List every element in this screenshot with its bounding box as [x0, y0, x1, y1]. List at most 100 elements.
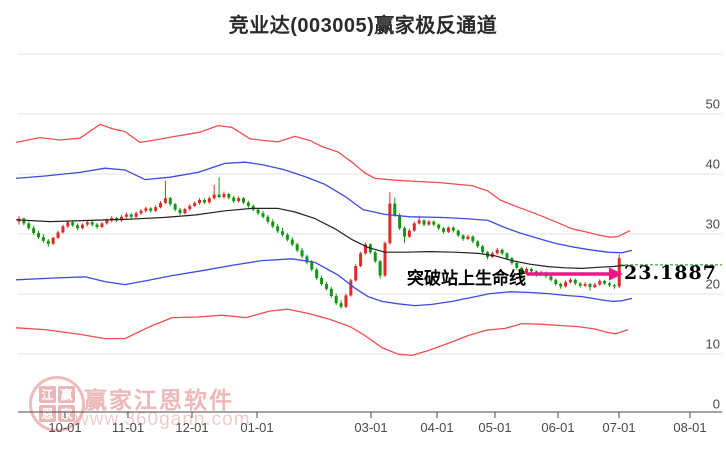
candle: [398, 215, 402, 229]
candle: [85, 222, 89, 225]
candle: [232, 197, 236, 202]
candle: [598, 281, 602, 285]
seal-char: 江: [39, 386, 56, 403]
x-axis-label: 06-01: [541, 420, 574, 435]
candle: [56, 232, 60, 238]
x-axis-label: 05-01: [478, 420, 511, 435]
candle: [339, 303, 343, 307]
breakout-arrow-icon: [609, 267, 623, 281]
candle: [105, 220, 109, 224]
candle: [154, 207, 158, 211]
lower-outer-channel-line: [15, 308, 629, 357]
x-axis-label: 12-01: [175, 420, 208, 435]
candle: [212, 194, 216, 199]
candle: [281, 231, 285, 235]
candle: [300, 250, 304, 257]
candle: [471, 236, 475, 242]
candle: [27, 223, 31, 229]
candle: [139, 210, 143, 214]
candle: [495, 249, 499, 254]
candle: [383, 243, 387, 276]
x-axis-label: 11-01: [112, 420, 144, 435]
candle: [310, 262, 314, 270]
candle: [549, 276, 553, 280]
candle: [134, 213, 138, 217]
candle: [95, 224, 99, 227]
candle: [334, 296, 338, 304]
candle: [295, 244, 299, 251]
candle: [437, 224, 441, 229]
candle: [573, 279, 577, 284]
brand-seal-logo-icon: 江 赢 恩 家: [29, 376, 85, 432]
candle: [178, 209, 182, 214]
breakout-annotation: 突破站上生命线: [407, 269, 526, 288]
x-axis-label: 07-01: [602, 420, 635, 435]
candle: [451, 227, 455, 231]
candle: [305, 256, 309, 263]
candle: [90, 222, 94, 225]
candle: [461, 235, 465, 239]
x-axis-label: 10-01: [48, 420, 81, 435]
y-axis-label: 40: [706, 157, 720, 172]
candle: [320, 278, 324, 284]
candle: [61, 226, 65, 233]
candle: [46, 240, 50, 244]
x-axis-label: 01-01: [240, 420, 273, 435]
candle: [41, 237, 45, 241]
candle: [222, 194, 226, 197]
candle: [442, 228, 446, 232]
candle: [500, 249, 504, 254]
candle: [393, 203, 397, 215]
candle: [71, 222, 75, 226]
candle: [198, 200, 202, 203]
candle: [256, 209, 260, 214]
candle: [66, 222, 70, 227]
candle: [261, 213, 265, 217]
candle: [119, 216, 123, 221]
candle: [578, 283, 582, 286]
candle: [432, 221, 436, 225]
candle: [359, 253, 363, 266]
candle: [227, 194, 231, 198]
candle: [588, 284, 592, 287]
candle: [529, 269, 533, 272]
seal-char: 赢: [58, 386, 75, 403]
candle: [80, 224, 84, 229]
candle: [129, 214, 133, 217]
seal-char: 家: [58, 405, 75, 422]
candle: [354, 266, 358, 281]
candle: [163, 198, 167, 203]
candle: [388, 203, 392, 244]
candle: [285, 234, 289, 240]
candle: [202, 200, 206, 203]
candle: [144, 208, 148, 211]
lifeline: [15, 207, 626, 269]
candle: [37, 233, 41, 238]
candle: [446, 227, 450, 232]
candle: [476, 241, 480, 247]
upper-inner-channel-line: [15, 161, 633, 254]
candle: [603, 281, 607, 284]
candle: [217, 194, 221, 197]
candle: [149, 208, 153, 211]
candle: [349, 280, 353, 296]
candle: [593, 284, 597, 287]
candle: [324, 284, 328, 289]
candle: [344, 295, 348, 307]
candle: [315, 269, 319, 278]
candle: [290, 239, 294, 245]
candle: [363, 244, 367, 254]
candle: [22, 218, 26, 224]
candle: [124, 214, 128, 217]
breakout-price-label: 23.1887: [624, 262, 717, 284]
candle: [76, 225, 80, 229]
lower-inner-channel-line: [15, 258, 633, 307]
candle: [407, 230, 411, 237]
candle: [505, 253, 509, 259]
y-axis-label: 20: [706, 277, 720, 292]
candle: [207, 198, 211, 203]
watermark-brand: 赢家江恩软件: [84, 387, 234, 413]
candle: [412, 223, 416, 231]
x-axis-label: 04-01: [420, 420, 453, 435]
